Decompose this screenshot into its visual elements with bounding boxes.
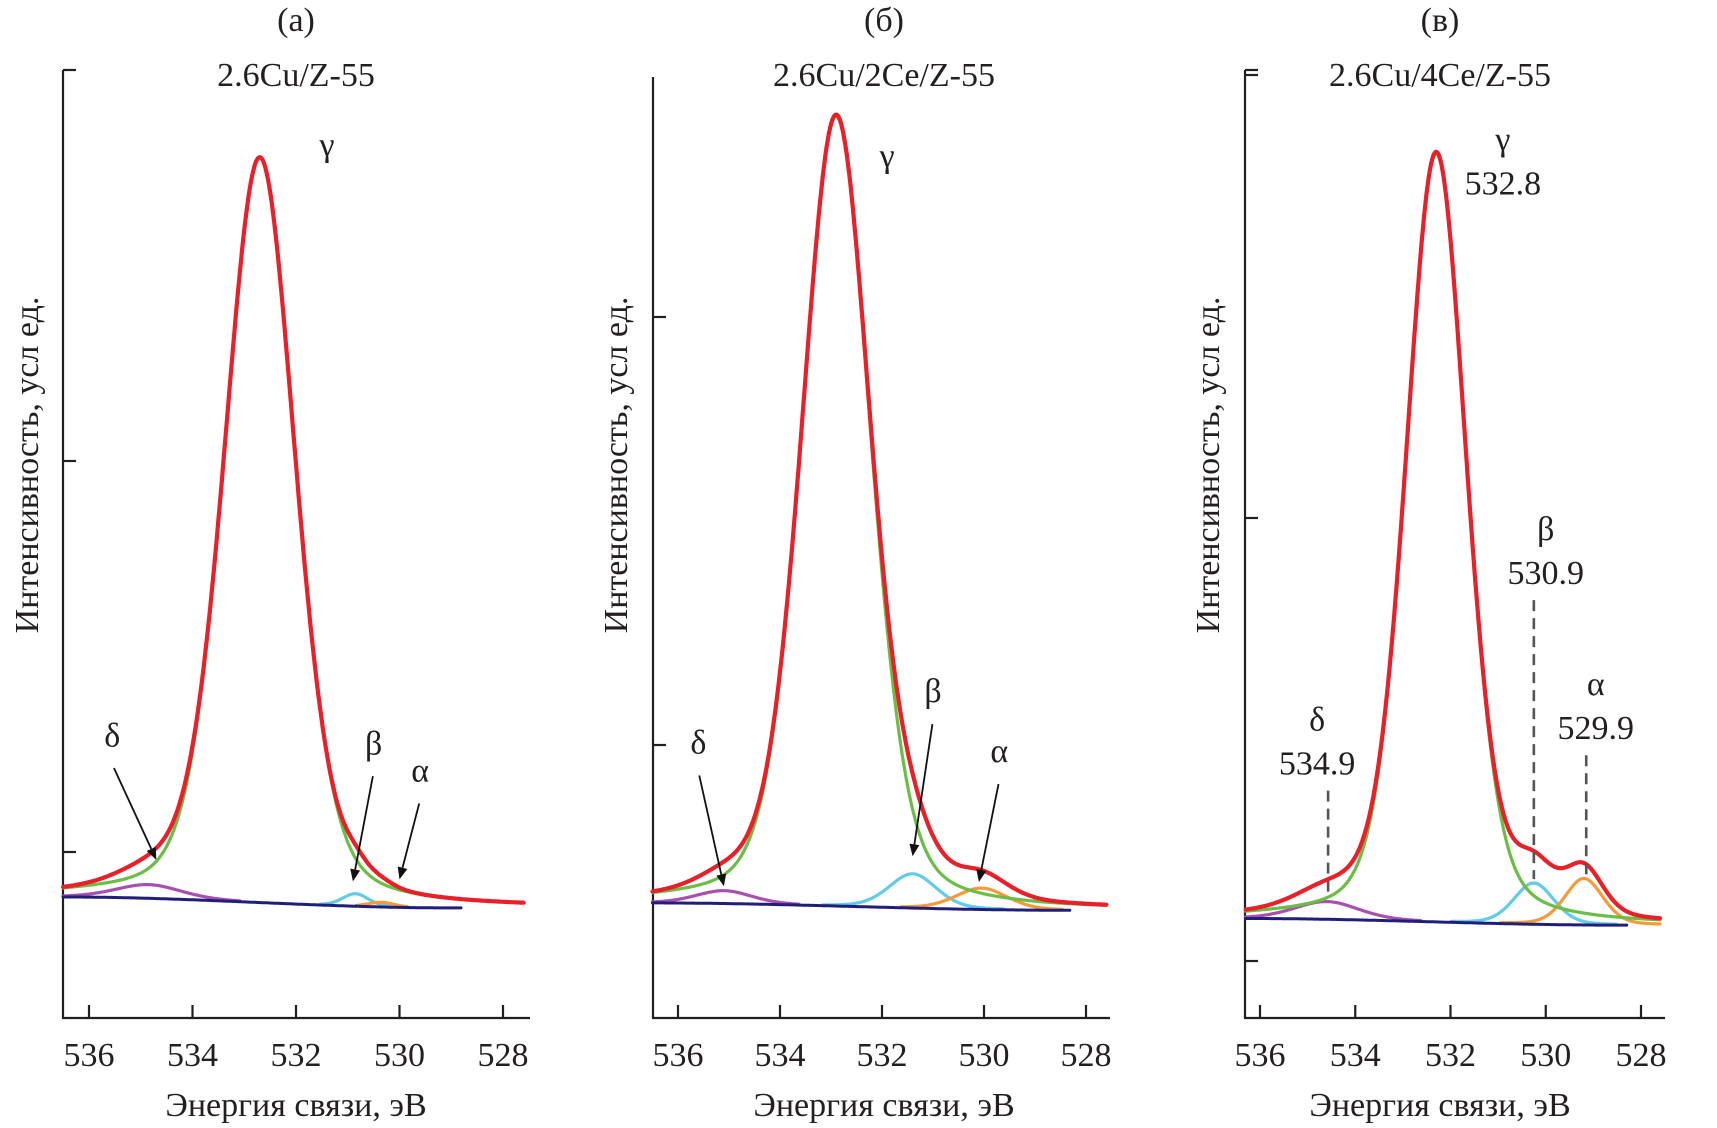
- x-tick-label: 530: [1520, 1037, 1571, 1074]
- x-tick-label: 536: [653, 1037, 704, 1074]
- peak-label: β: [365, 725, 382, 762]
- component-curve-beta: [318, 892, 393, 908]
- arrow-head: [909, 843, 920, 857]
- x-tick-label: 536: [1235, 1037, 1286, 1074]
- peak-label: α: [990, 733, 1008, 770]
- arrow-head: [716, 873, 727, 887]
- panel-label: (а): [277, 2, 315, 39]
- peak-label: δ: [690, 725, 706, 762]
- panel-title: 2.6Cu/Z-55: [217, 57, 375, 94]
- x-axis-label: Энергия связи, эВ: [1309, 1087, 1570, 1124]
- arrow-line: [913, 724, 934, 845]
- peak-value-label: 534.9: [1279, 746, 1356, 783]
- panel-c: (в) 2.6Cu/4Ce/Z-55 Интенсивность, усл ед…: [1190, 2, 1667, 1124]
- arrow-head: [350, 868, 361, 882]
- peak-label: δ: [1309, 702, 1325, 739]
- arrow-line: [113, 767, 153, 850]
- x-tick-label: 532: [857, 1037, 908, 1074]
- x-tick-label: 528: [1616, 1037, 1667, 1074]
- panel-title: 2.6Cu/2Ce/Z-55: [773, 57, 995, 94]
- peak-label: β: [1537, 511, 1554, 548]
- x-tick-label: 530: [959, 1037, 1010, 1074]
- component-curve-beta: [1450, 881, 1618, 926]
- peak-label: α: [1587, 666, 1605, 703]
- component-curve-delta: [61, 883, 242, 903]
- x-tick-label: 528: [478, 1037, 529, 1074]
- panel-b: (б) 2.6Cu/2Ce/Z-55 Интенсивность, усл ед…: [598, 2, 1112, 1124]
- component-curve-gamma: [61, 156, 526, 905]
- background-line: [61, 895, 463, 910]
- x-tick-label: 530: [374, 1037, 425, 1074]
- x-tick-label: 536: [64, 1037, 115, 1074]
- x-axis-label: Энергия связи, эВ: [165, 1087, 426, 1124]
- peak-label: α: [411, 753, 429, 790]
- peak-label: δ: [104, 717, 120, 754]
- x-tick-label: 532: [1425, 1037, 1476, 1074]
- axis-frame: [1243, 70, 1665, 1020]
- background-line: [1244, 917, 1629, 927]
- y-axis-label: Интенсивность, усл ед.: [9, 297, 46, 634]
- x-tick-label: 534: [755, 1037, 806, 1074]
- x-tick-label: 534: [1330, 1037, 1381, 1074]
- peak-label: γ: [1494, 121, 1510, 158]
- x-tick-label: 528: [1061, 1037, 1112, 1074]
- x-tick-label: 532: [271, 1037, 322, 1074]
- arrow-line: [401, 803, 421, 868]
- panel-label: (в): [1421, 2, 1460, 39]
- x-tick-label: 534: [167, 1037, 218, 1074]
- arrow-line: [980, 783, 1000, 871]
- envelope-curve: [650, 112, 1109, 907]
- y-axis-label: Интенсивность, усл ед.: [598, 297, 635, 634]
- component-curve-alpha: [354, 900, 409, 909]
- envelope-curve: [61, 155, 526, 905]
- component-curve-delta: [650, 889, 801, 906]
- component-curve-delta: [1244, 900, 1423, 923]
- x-axis-label: Энергия связи, эВ: [753, 1087, 1014, 1124]
- axis-frame: [61, 70, 530, 1020]
- y-axis-label: Интенсивность, усл ед.: [1190, 297, 1227, 634]
- component-curve-alpha: [1498, 876, 1662, 926]
- component-curve-alpha: [899, 886, 1064, 911]
- peak-label: γ: [879, 138, 895, 175]
- arrow-line: [698, 775, 723, 875]
- panel-label: (б): [864, 2, 904, 39]
- peak-value-label: 529.9: [1558, 710, 1635, 747]
- panel-a: (а) 2.6Cu/Z-55 Интенсивность, усл ед. Эн…: [9, 2, 530, 1124]
- peak-label: γ: [319, 127, 335, 164]
- envelope-curve: [1243, 149, 1663, 921]
- arrow-head: [976, 869, 987, 882]
- arrow-line: [354, 776, 374, 870]
- peak-label: β: [924, 673, 941, 710]
- arrow-head: [146, 846, 157, 860]
- background-line: [651, 901, 1072, 912]
- peak-value-label: 532.8: [1465, 165, 1542, 202]
- component-curve-beta: [821, 872, 1005, 911]
- panel-title: 2.6Cu/4Ce/Z-55: [1329, 57, 1551, 94]
- axis-frame: [651, 77, 1110, 1020]
- arrow-head: [397, 866, 408, 880]
- peak-value-label: 530.9: [1508, 555, 1585, 592]
